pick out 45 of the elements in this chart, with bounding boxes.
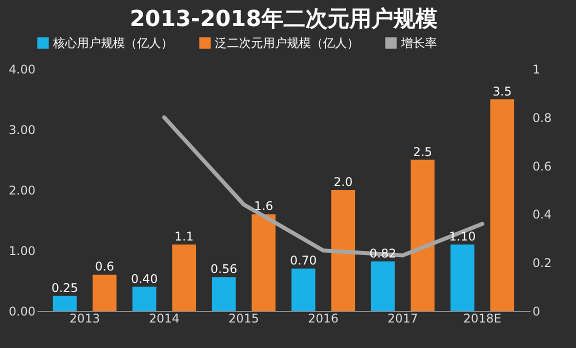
bar [172,244,196,311]
legend-label: 泛二次元用户规模（亿人） [215,36,359,50]
y2-tick-label: 0 [532,304,540,318]
y-tick-label: 0.00 [8,304,36,318]
data-label: 0.6 [95,260,114,274]
legend-label: 增长率 [400,36,437,50]
legend-label: 核心用户规模（亿人） [52,36,173,50]
bar [291,268,316,311]
data-label: 1.10 [449,229,476,244]
y-tick-label: 1.00 [8,244,36,258]
x-tick-label: 2014 [148,312,180,326]
y2-tick-label: 0.2 [532,256,552,270]
bar [52,296,77,311]
x-tick-label: 2015 [228,312,260,326]
data-label: 2.0 [334,175,353,189]
data-label: 1.1 [174,229,194,244]
bar [212,277,236,311]
y-tick-label: 2.00 [8,184,36,198]
y-tick-label: 4.00 [8,62,36,76]
bar [450,244,474,311]
bar [331,190,356,311]
bar [370,261,395,311]
data-label: 2.5 [413,144,432,159]
y2-tick-label: 0.8 [532,110,552,125]
x-tick-label: 2013 [69,312,100,326]
x-tick-label: 2016 [308,312,339,326]
line-series [162,115,484,258]
data-label: 0.40 [130,272,158,286]
bar [132,286,156,311]
y2-tick-label: 0.6 [532,159,552,174]
y2-tick-label: 1 [532,62,540,76]
x-tick-label: 2018E [463,312,502,326]
data-label: 0.25 [51,280,78,295]
bar [252,214,276,311]
bar [410,160,435,311]
chart-title: 2013-2018年二次元用户规模 [130,6,438,32]
bar [490,99,514,311]
x-tick-label: 2017 [388,312,418,326]
y-tick-label: 3.00 [8,123,36,137]
data-label: 3.5 [492,84,512,98]
data-label: 1.6 [254,199,274,214]
bar [92,274,117,311]
data-label: 0.70 [290,254,317,268]
y2-tick-label: 0.4 [532,208,552,222]
data-label: 0.56 [210,262,238,276]
